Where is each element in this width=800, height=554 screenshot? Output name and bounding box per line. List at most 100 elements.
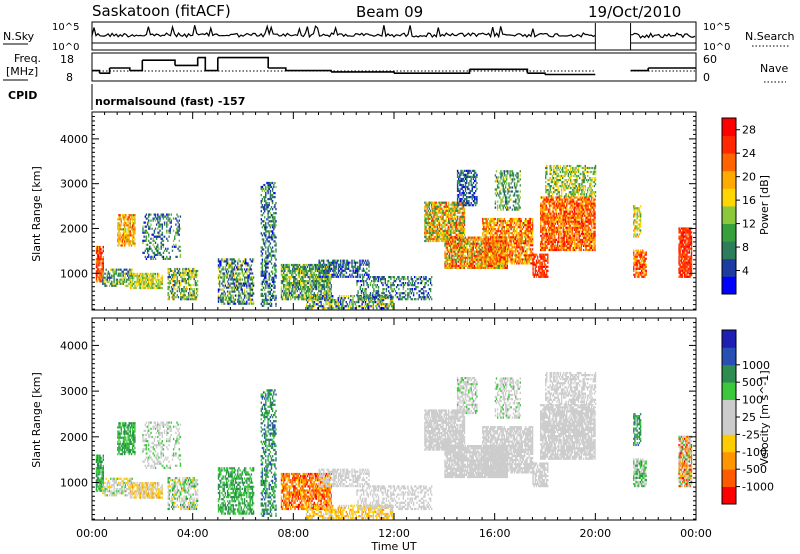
power-echo-cell <box>273 216 275 219</box>
power-echo-cell <box>134 284 136 288</box>
power-echo-cell <box>124 244 126 247</box>
power-echo-cell <box>260 292 262 295</box>
power-echo-cell <box>454 227 457 230</box>
power-echo-cell <box>230 296 232 299</box>
power-echo-cell <box>129 222 131 225</box>
power-echo-cell <box>323 284 326 287</box>
power-echo-cell <box>453 225 455 228</box>
power-echo-cell <box>386 296 389 299</box>
power-echo-cell <box>98 260 100 263</box>
power-echo-cell <box>296 290 298 293</box>
power-echo-cell <box>378 276 381 279</box>
power-echo-cell <box>169 269 172 273</box>
power-echo-cell <box>229 302 231 305</box>
power-echo-cell <box>319 284 321 287</box>
power-echo-cell <box>381 299 384 302</box>
power-echo-cell <box>269 192 272 195</box>
power-echo-cell <box>261 298 264 301</box>
power-echo-cell <box>241 288 243 291</box>
power-echo-cell <box>385 294 388 297</box>
power-echo-cell <box>334 301 336 304</box>
power-echo-cell <box>444 219 446 222</box>
power-echo-cell <box>122 272 124 275</box>
power-echo-cell <box>454 250 456 253</box>
power-echo-cell <box>310 284 312 287</box>
power-echo-cell <box>160 241 162 244</box>
power-echo-cell <box>195 273 198 277</box>
power-echo-cell <box>149 213 151 216</box>
power-echo-cell <box>490 242 493 245</box>
power-echo-cell <box>178 239 180 242</box>
power-echo-cell <box>283 269 285 273</box>
power-echo-cell <box>150 219 152 222</box>
power-echo-cell <box>130 282 133 286</box>
power-echo-cell <box>333 259 335 262</box>
power-echo-cell <box>127 230 129 233</box>
power-echo-cell <box>367 303 369 306</box>
power-echo-cell <box>305 263 308 267</box>
power-echo-cell <box>225 264 228 267</box>
power-echo-cell <box>433 237 435 241</box>
power-echo-cell <box>163 223 166 226</box>
power-echo-cell <box>271 272 274 275</box>
power-echo-cell <box>464 175 467 178</box>
power-echo-cell <box>262 206 265 209</box>
power-echo-cell <box>158 247 160 250</box>
power-echo-cell <box>384 296 386 299</box>
power-echo-cell <box>153 213 156 216</box>
power-echo-cell <box>463 242 465 245</box>
power-echo-cell <box>285 267 287 271</box>
power-echo-cell <box>462 219 465 222</box>
power-echo-cell <box>453 264 455 267</box>
power-echo-cell <box>457 256 460 259</box>
power-echo-cell <box>304 288 306 291</box>
power-echo-cell <box>172 278 174 281</box>
power-echo-cell <box>273 206 275 209</box>
power-echo-cell <box>377 301 379 304</box>
power-echo-cell <box>172 276 174 279</box>
power-echo-cell <box>147 284 150 288</box>
power-echo-cell <box>290 292 293 295</box>
power-echo-cell <box>338 307 341 310</box>
power-echo-cell <box>363 273 366 276</box>
power-echo-cell <box>463 215 466 218</box>
power-echo-cell <box>423 294 425 297</box>
power-echo-cell <box>459 192 461 195</box>
power-echo-cell <box>470 183 472 187</box>
power-echo-cell <box>262 183 265 187</box>
power-echo-cell <box>128 222 130 225</box>
power-echo-cell <box>328 290 330 293</box>
power-echo-cell <box>294 288 296 291</box>
power-echo-cell <box>180 271 182 275</box>
power-echo-cell <box>459 260 461 263</box>
power-echo-cell <box>456 175 459 178</box>
power-echo-cell <box>142 284 144 288</box>
power-echo-cell <box>220 296 222 299</box>
power-echo-cell <box>166 225 168 228</box>
power-echo-cell <box>335 263 337 266</box>
power-echo-cell <box>468 240 470 243</box>
power-echo-cell <box>268 286 270 289</box>
power-echo-cell <box>157 213 159 216</box>
power-echo-cell <box>386 307 388 310</box>
power-echo-cell <box>452 207 454 210</box>
power-echo-cell <box>429 227 432 230</box>
power-echo-cell <box>247 294 249 297</box>
power-echo-cell <box>461 264 463 267</box>
power-echo-cell <box>122 228 125 231</box>
power-echo-cell <box>375 301 377 304</box>
power-echo-cell <box>274 274 276 277</box>
power-echo-cell <box>353 301 355 304</box>
power-echo-cell <box>274 212 276 215</box>
power-echo-cell <box>152 284 154 288</box>
power-echo-cell <box>298 267 301 271</box>
power-echo-cell <box>442 235 444 239</box>
power-echo-cell <box>381 282 383 285</box>
power-echo-cell <box>261 274 264 277</box>
power-echo-cell <box>393 278 395 281</box>
power-echo-cell <box>443 235 445 239</box>
power-echo-cell <box>337 259 340 262</box>
power-echo-cell <box>462 258 464 261</box>
power-echo-cell <box>274 264 276 267</box>
power-echo-cell <box>168 267 170 271</box>
